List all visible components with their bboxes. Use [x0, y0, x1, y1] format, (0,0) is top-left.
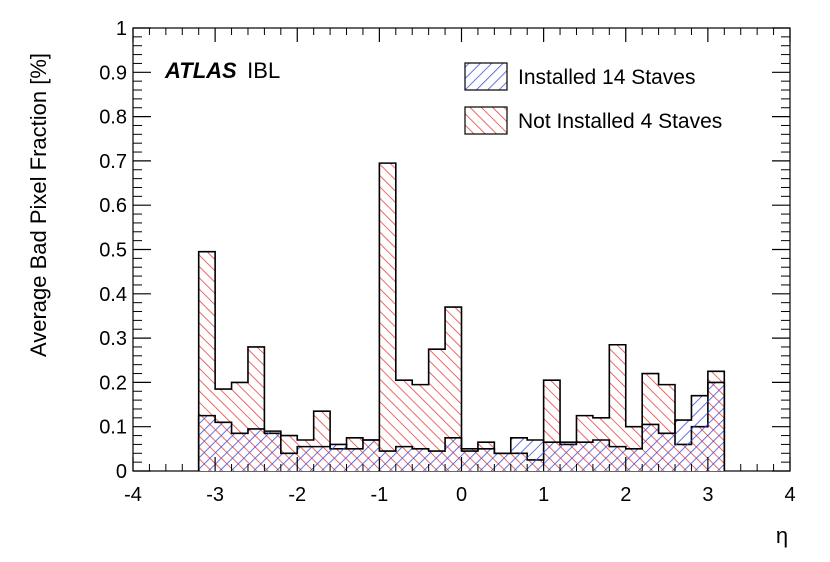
- atlas-label: ATLAS IBL: [164, 58, 280, 83]
- legend: Installed 14 Staves Not Installed 4 Stav…: [464, 62, 722, 135]
- y-tick-label: 0.6: [99, 195, 127, 217]
- x-axis-title: η: [776, 523, 788, 548]
- installed-bar-10: [362, 439, 380, 471]
- axis-ticks: -4 -3 -2 -1 0 1 2 3 4 0 0.1 0.2 0.3 0.4 0.5 0.6 0.7 0.8 0.…: [99, 18, 795, 506]
- y-tick-label: 0.8: [99, 107, 127, 129]
- installed-bar-27: [642, 424, 659, 471]
- legend-swatch-installed: [464, 62, 508, 91]
- installed-bar-19: [510, 437, 528, 471]
- y-tick-label: 0.4: [99, 284, 127, 306]
- y-tick-label: 0.1: [99, 417, 127, 439]
- installed-bar-2: [231, 433, 248, 471]
- installed-bar-9: [346, 448, 363, 471]
- series-installed: [197, 381, 726, 471]
- installed-bar-16: [461, 451, 478, 471]
- installed-bar-15: [445, 437, 462, 471]
- installed-bar-3: [247, 428, 265, 471]
- x-tick-label: 0: [456, 484, 467, 506]
- not-installed-bar-14: [428, 349, 446, 471]
- y-tick-label: 0.7: [99, 151, 127, 173]
- x-tick-label: 4: [784, 484, 795, 506]
- installed-bar-23: [576, 442, 593, 471]
- installed-bar-12: [395, 446, 413, 471]
- installed-bar-26: [625, 448, 643, 471]
- not-installed-bar-11: [379, 163, 396, 472]
- not-installed-bar-25: [609, 344, 626, 471]
- installed-bar-22: [560, 442, 577, 471]
- installed-bar-8: [330, 444, 347, 471]
- y-tick-label: 1: [116, 18, 127, 40]
- installed-bar-20: [527, 439, 544, 471]
- installed-bar-17: [477, 448, 495, 471]
- x-tick-label: -2: [288, 484, 306, 506]
- y-tick-label: 0: [116, 461, 127, 483]
- y-tick-label: 0.5: [99, 240, 127, 262]
- x-tick-label: 1: [538, 484, 549, 506]
- installed-bar-1: [215, 422, 232, 471]
- installed-bar-25: [609, 446, 626, 471]
- atlas-experiment-label: ATLAS: [164, 58, 237, 83]
- installed-bar-29: [675, 420, 692, 471]
- y-tick-label: 0.3: [99, 328, 127, 350]
- installed-bar-4: [264, 431, 281, 471]
- x-tick-label: 3: [702, 484, 713, 506]
- installed-outline: [197, 381, 726, 471]
- installed-bar-28: [658, 433, 676, 471]
- installed-bar-7: [313, 446, 331, 471]
- x-tick-label: -3: [206, 484, 224, 506]
- legend-swatch-not-installed: [464, 106, 508, 135]
- installed-bar-11: [379, 451, 396, 471]
- x-tick-label: -4: [124, 484, 142, 506]
- installed-bar-31: [707, 382, 725, 471]
- x-tick-label: -1: [370, 484, 388, 506]
- installed-bar-0: [198, 415, 216, 471]
- y-tick-label: 0.2: [99, 372, 127, 394]
- installed-bar-14: [428, 451, 446, 471]
- not-installed-bar-15: [445, 307, 462, 471]
- installed-bar-30: [691, 395, 708, 471]
- y-tick-label: 0.9: [99, 62, 127, 84]
- legend-label-installed: Installed 14 Staves: [518, 66, 695, 89]
- installed-bar-13: [412, 448, 429, 471]
- installed-bar-5: [280, 453, 298, 471]
- installed-bar-18: [494, 453, 511, 471]
- legend-label-not-installed: Not Installed 4 Staves: [518, 110, 722, 133]
- atlas-detector-label: IBL: [247, 58, 280, 83]
- installed-bar-21: [543, 442, 561, 471]
- installed-bar-6: [297, 446, 314, 471]
- installed-bar-24: [592, 439, 610, 471]
- x-tick-label: 2: [620, 484, 631, 506]
- y-axis-title: Average Bad Pixel Fraction [%]: [26, 53, 51, 357]
